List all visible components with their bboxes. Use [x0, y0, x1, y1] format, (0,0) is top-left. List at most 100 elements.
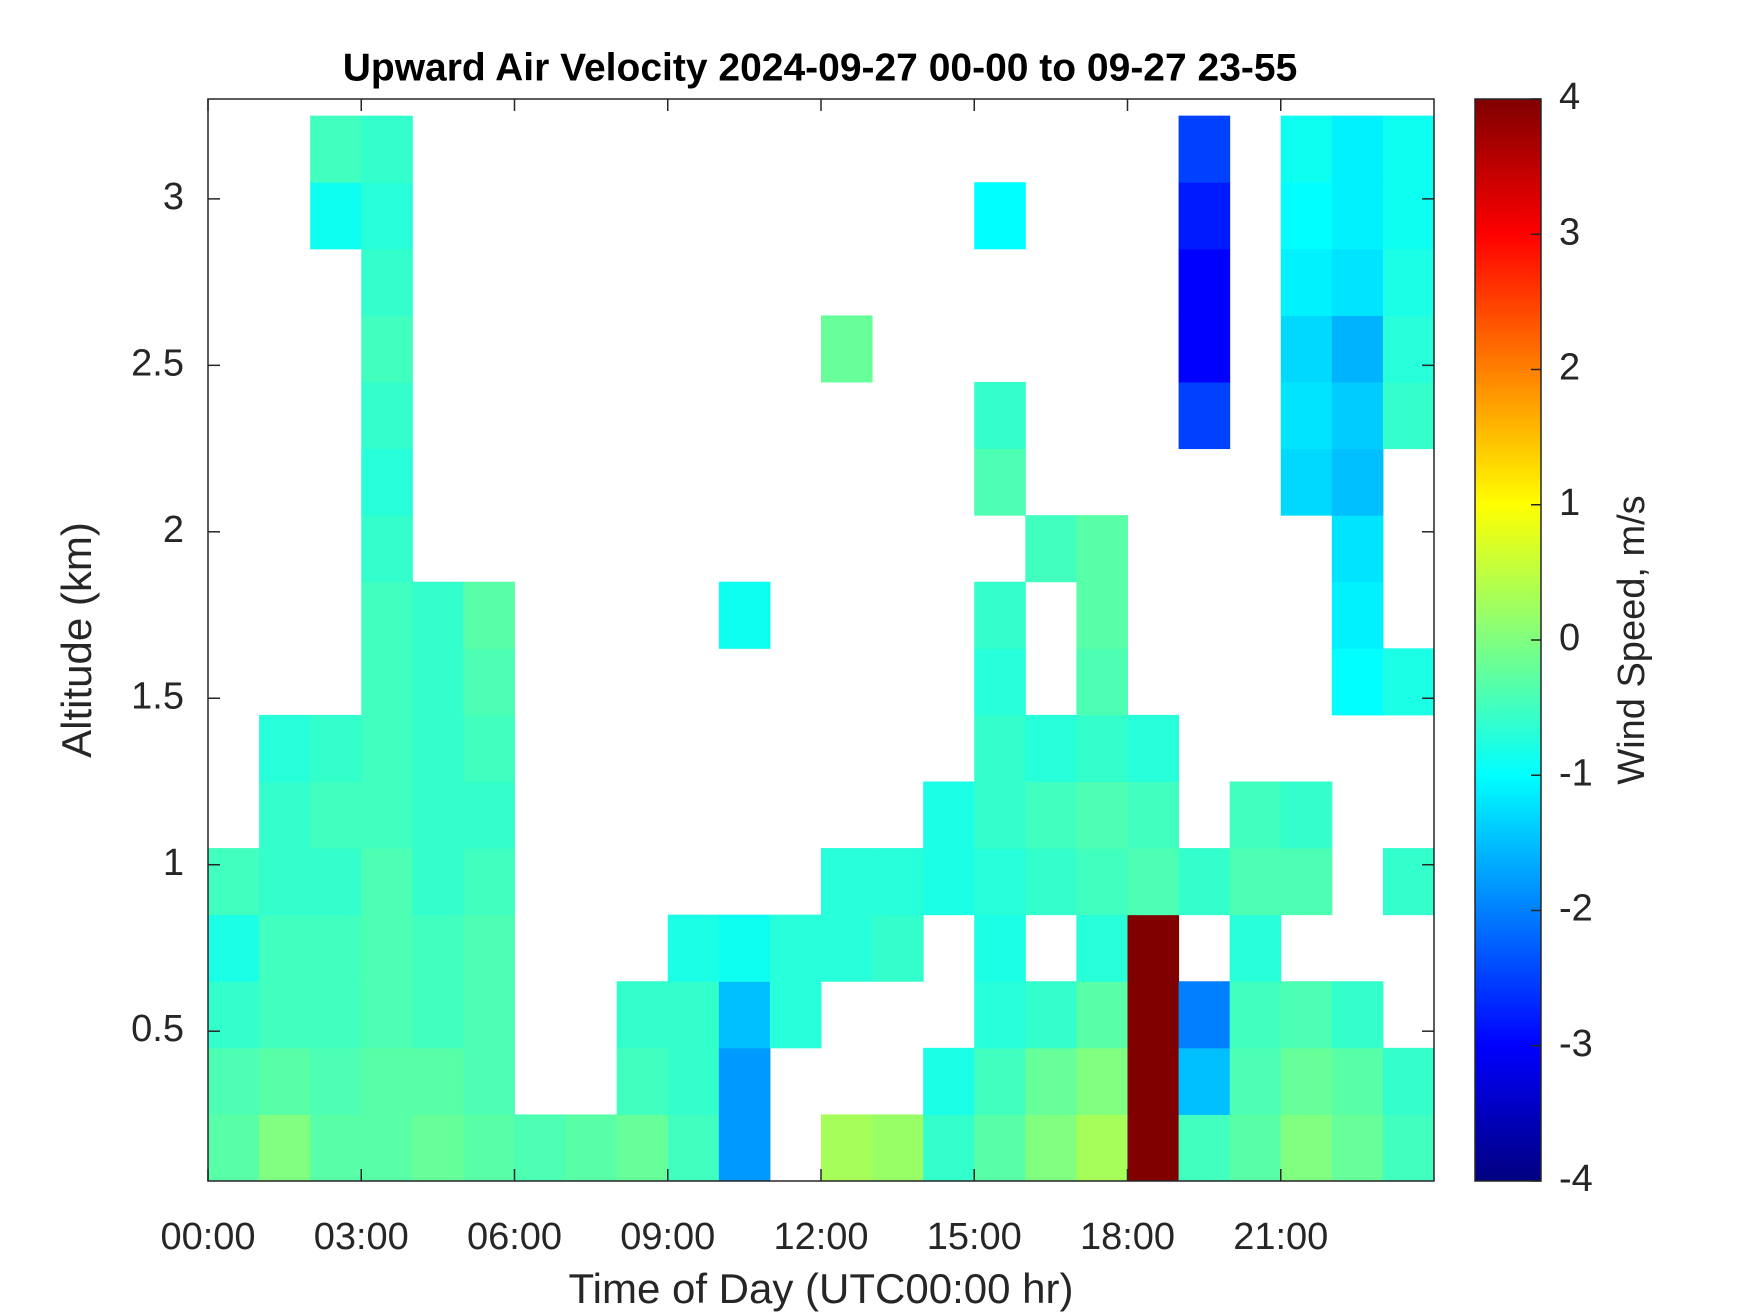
heat-cell — [259, 914, 311, 982]
heat-cell — [974, 182, 1026, 250]
heat-cell — [1229, 914, 1282, 982]
heat-cell — [821, 848, 873, 916]
heat-cell — [259, 848, 311, 916]
heat-cell — [412, 1114, 464, 1182]
heat-cell — [1127, 914, 1180, 982]
heat-cell — [361, 848, 413, 916]
heat-cell — [361, 381, 413, 450]
heat-cell — [974, 781, 1026, 849]
heat-cell — [1331, 981, 1384, 1049]
colorbar-tick-label: -2 — [1559, 888, 1593, 930]
heat-cell — [1382, 381, 1435, 450]
heat-cell — [412, 914, 464, 982]
heat-cell — [1127, 981, 1180, 1049]
heat-cell — [361, 781, 413, 849]
heat-cell — [923, 848, 975, 916]
heat-cell — [1076, 981, 1128, 1049]
heat-cell — [1025, 1114, 1077, 1182]
heat-cell — [1076, 581, 1128, 649]
heat-cell — [974, 1047, 1026, 1115]
heat-cell — [1280, 1047, 1333, 1115]
heat-cell — [1076, 848, 1128, 916]
heat-cell — [310, 1114, 362, 1182]
heat-cell — [667, 1047, 720, 1115]
heat-cell — [1331, 648, 1384, 716]
heat-cell — [361, 581, 413, 649]
heat-cell — [361, 248, 413, 316]
heat-cell — [974, 981, 1026, 1049]
heat-cell — [1178, 1047, 1231, 1115]
heat-cell — [1280, 981, 1333, 1049]
heat-cell — [1229, 781, 1282, 849]
heat-cell — [1076, 714, 1128, 782]
heat-cell — [1331, 448, 1384, 516]
heat-cell — [412, 714, 464, 782]
heat-cell — [1382, 1047, 1435, 1115]
heat-cell — [974, 714, 1026, 782]
heat-cell — [1025, 981, 1077, 1049]
heat-cell — [1229, 1047, 1282, 1115]
heat-cell — [1025, 848, 1077, 916]
colorbar-tick-label: -3 — [1559, 1023, 1593, 1065]
heat-cell — [412, 581, 464, 649]
colorbar-tick-label: 4 — [1559, 76, 1580, 118]
x-tick-label: 12:00 — [773, 1216, 868, 1258]
heat-cell — [974, 848, 1026, 916]
heat-cell — [361, 648, 413, 716]
heat-cell — [1025, 1047, 1077, 1115]
heat-cell — [208, 848, 260, 916]
heat-cell — [1382, 1114, 1435, 1182]
heat-cell — [463, 581, 515, 649]
heat-cell — [310, 115, 362, 183]
heat-cell — [718, 981, 771, 1049]
heat-cell — [361, 1114, 413, 1182]
heat-cell — [463, 781, 515, 849]
heat-cell — [463, 1114, 515, 1182]
heat-cell — [361, 981, 413, 1049]
heat-cell — [1178, 248, 1231, 316]
heat-cell — [1331, 381, 1384, 450]
heat-cell — [259, 781, 311, 849]
heat-cell — [514, 1114, 567, 1182]
x-tick-label: 15:00 — [927, 1216, 1022, 1258]
heat-cell — [1280, 182, 1333, 250]
heat-cell — [1178, 981, 1231, 1049]
heat-cell — [718, 1047, 771, 1115]
heat-cell — [463, 981, 515, 1049]
heat-cell — [1025, 781, 1077, 849]
heat-cell — [361, 182, 413, 250]
heat-cell — [1280, 848, 1333, 916]
heat-cell — [208, 981, 260, 1049]
heat-cell — [667, 1114, 720, 1182]
heat-cell — [361, 914, 413, 982]
heat-cell — [463, 1047, 515, 1115]
heat-cell — [1127, 781, 1180, 849]
heat-cell — [1229, 848, 1282, 916]
heat-cell — [1127, 714, 1180, 782]
heat-cell — [412, 848, 464, 916]
heat-cell — [1331, 581, 1384, 649]
heat-cell — [1331, 115, 1384, 183]
colorbar-tick-label: 1 — [1559, 482, 1580, 524]
colorbar-tick-label: 2 — [1559, 347, 1580, 389]
heat-cell — [718, 581, 771, 649]
heat-cell — [616, 981, 669, 1049]
colorbar-label: Wind Speed, m/s — [1611, 495, 1653, 784]
colorbar-tick-label: -1 — [1559, 752, 1593, 794]
heat-cell — [616, 1114, 669, 1182]
x-tick-label: 21:00 — [1233, 1216, 1328, 1258]
heat-cell — [1280, 248, 1333, 316]
heat-cell — [667, 914, 720, 982]
heat-cell — [923, 1114, 975, 1182]
y-tick-label: 0.5 — [131, 1008, 184, 1050]
heat-cell — [310, 848, 362, 916]
y-tick-label: 1 — [163, 842, 184, 884]
heat-cell — [310, 714, 362, 782]
heat-cell — [361, 714, 413, 782]
x-tick-label: 03:00 — [314, 1216, 409, 1258]
x-tick-label: 18:00 — [1080, 1216, 1175, 1258]
heat-cell — [974, 381, 1026, 450]
heat-cell — [463, 714, 515, 782]
heat-cell — [974, 581, 1026, 649]
heat-cell — [361, 1047, 413, 1115]
